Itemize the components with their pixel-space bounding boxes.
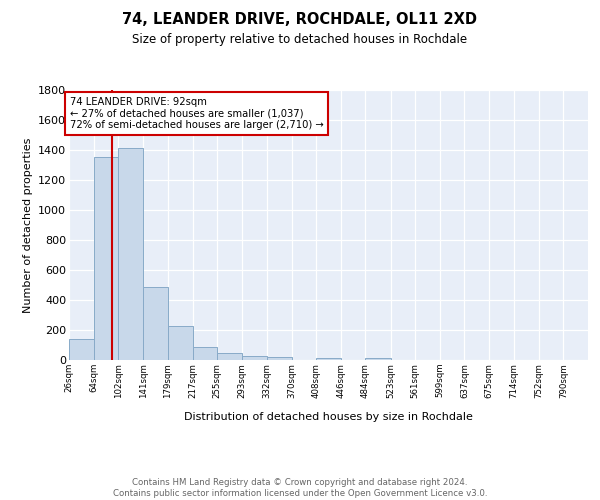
Bar bbox=[168, 326, 193, 360]
Text: 74 LEANDER DRIVE: 92sqm
← 27% of detached houses are smaller (1,037)
72% of semi: 74 LEANDER DRIVE: 92sqm ← 27% of detache… bbox=[70, 96, 323, 130]
Bar bbox=[242, 356, 267, 360]
Text: Contains HM Land Registry data © Crown copyright and database right 2024.
Contai: Contains HM Land Registry data © Crown c… bbox=[113, 478, 487, 498]
Text: 74, LEANDER DRIVE, ROCHDALE, OL11 2XD: 74, LEANDER DRIVE, ROCHDALE, OL11 2XD bbox=[122, 12, 478, 28]
Bar bbox=[267, 357, 292, 360]
Bar bbox=[217, 352, 242, 360]
Bar bbox=[193, 347, 217, 360]
Y-axis label: Number of detached properties: Number of detached properties bbox=[23, 138, 32, 312]
Text: Distribution of detached houses by size in Rochdale: Distribution of detached houses by size … bbox=[184, 412, 473, 422]
Bar bbox=[94, 158, 118, 360]
Bar bbox=[143, 286, 168, 360]
Bar bbox=[316, 358, 341, 360]
Bar bbox=[118, 148, 143, 360]
Bar bbox=[365, 358, 391, 360]
Bar bbox=[69, 339, 94, 360]
Text: Size of property relative to detached houses in Rochdale: Size of property relative to detached ho… bbox=[133, 32, 467, 46]
